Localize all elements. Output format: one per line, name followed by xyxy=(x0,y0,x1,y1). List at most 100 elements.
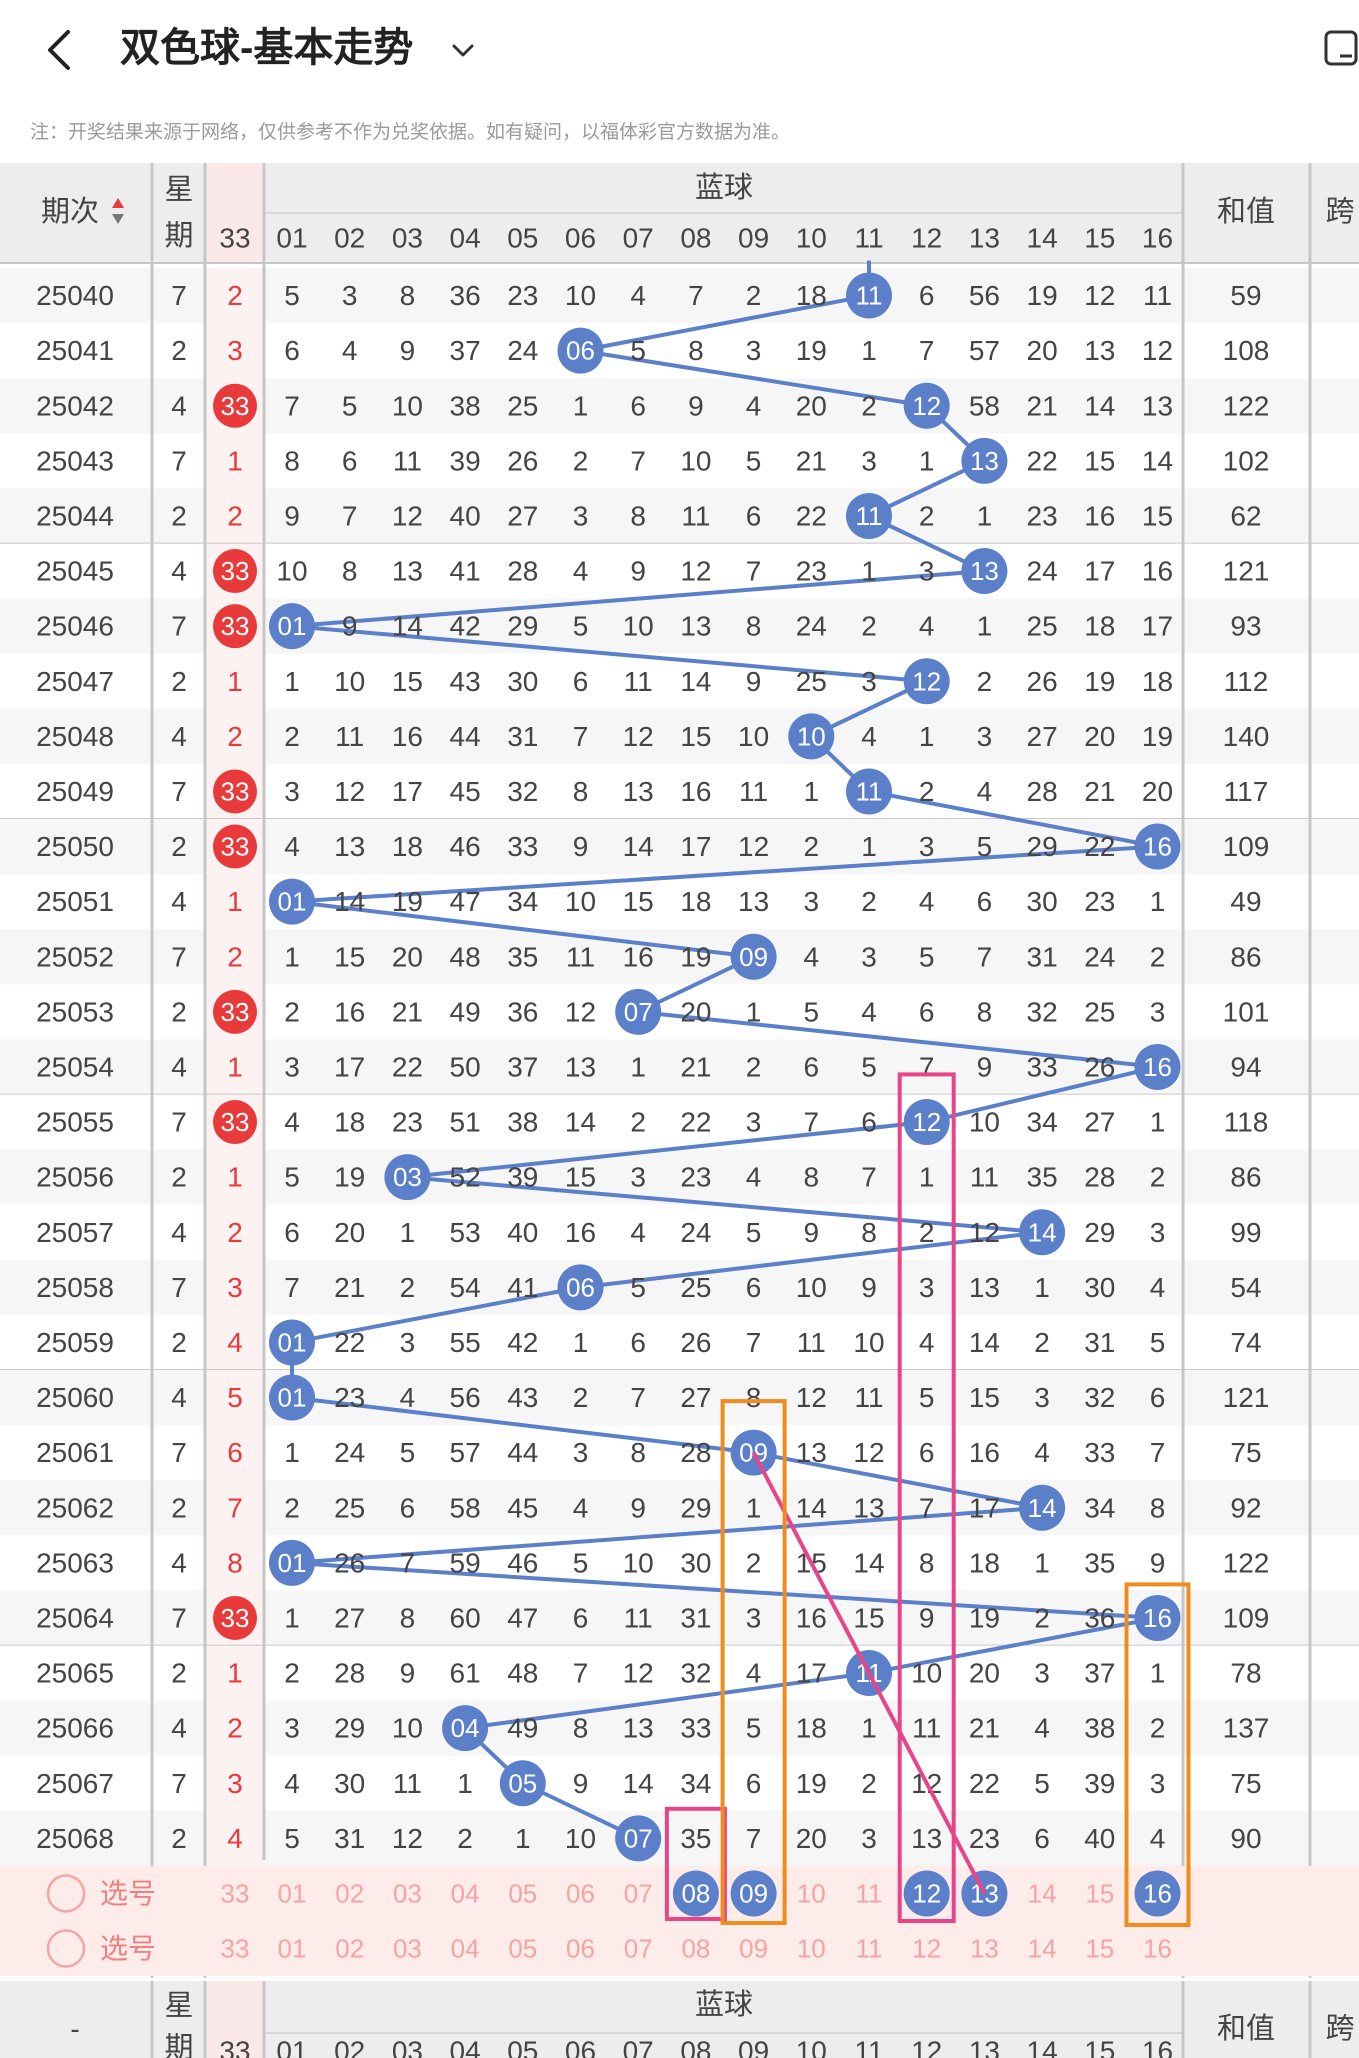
header-blue-12: 12 xyxy=(911,223,942,254)
sort-down-icon xyxy=(112,214,124,224)
header-blue-10: 10 xyxy=(796,223,827,254)
footer-blue-08: 08 xyxy=(680,2036,711,2058)
miss-value: 7 xyxy=(746,556,762,587)
miss-value: 1 xyxy=(630,1051,646,1082)
sum-value: 140 xyxy=(1223,721,1270,752)
week-cell: 2 xyxy=(171,666,187,697)
miss-value: 3 xyxy=(919,1272,935,1303)
miss-value: 33 xyxy=(1084,1437,1115,1468)
miss-value: 18 xyxy=(1142,666,1173,697)
miss-value: 7 xyxy=(977,941,993,972)
period-25043: 25043 xyxy=(36,445,114,476)
miss-value: 8 xyxy=(919,1547,935,1578)
miss-value: 26 xyxy=(1084,1051,1115,1082)
miss-value: 9 xyxy=(688,390,704,421)
miss-value: 23 xyxy=(392,1107,423,1138)
red-ball-33-value: 33 xyxy=(221,776,250,806)
period-25064: 25064 xyxy=(36,1602,114,1633)
miss-value: 10 xyxy=(276,556,307,587)
miss-value: 4 xyxy=(1150,1272,1166,1303)
blue-ball xyxy=(1019,1209,1066,1256)
miss-value: 26 xyxy=(507,445,538,476)
miss-value: 3 xyxy=(861,1823,877,1854)
header-33: 33 xyxy=(219,223,250,254)
miss-value: 12 xyxy=(1142,335,1173,366)
miss-value: 10 xyxy=(334,666,365,697)
footer-blue-15: 15 xyxy=(1084,2036,1115,2058)
select-33: 33 xyxy=(221,1934,250,1964)
blue-ball xyxy=(1134,1594,1181,1641)
miss-value: 11 xyxy=(624,1602,653,1633)
miss-value: 4 xyxy=(1150,1823,1166,1854)
sum-value: 118 xyxy=(1224,1107,1269,1138)
miss-value: 7 xyxy=(919,1492,935,1523)
sum-value: 109 xyxy=(1223,1602,1270,1633)
miss-value: 53 xyxy=(450,1217,481,1248)
select-blue-option: 04 xyxy=(451,1934,480,1964)
miss-value: 2 xyxy=(284,996,300,1027)
miss-value: 11 xyxy=(624,666,653,697)
toolbar-icon[interactable] xyxy=(1322,26,1359,70)
week-cell: 7 xyxy=(171,611,187,642)
sum-value: 112 xyxy=(1224,666,1269,697)
week-cell: 2 xyxy=(171,1658,187,1689)
blue-ball xyxy=(442,1705,489,1752)
miss-value: 13 xyxy=(334,831,365,862)
red-ball-33-value: 33 xyxy=(221,997,250,1027)
blue-ball xyxy=(961,437,1008,484)
miss-value: 3 xyxy=(746,335,762,366)
miss-value: 10 xyxy=(853,1327,884,1358)
blue-ball xyxy=(846,272,892,319)
sort-up-icon xyxy=(112,198,124,208)
header-blue-11: 11 xyxy=(854,223,883,254)
miss-value: 56 xyxy=(450,1382,481,1413)
blue-ball xyxy=(499,1760,546,1807)
chevron-down-icon[interactable] xyxy=(448,30,478,70)
col33-cell-bg xyxy=(205,1645,265,1701)
miss-value: 18 xyxy=(796,280,827,311)
back-arrow-icon[interactable] xyxy=(40,22,80,78)
miss-value: 4 xyxy=(284,1107,300,1138)
blue-ball xyxy=(903,1099,950,1146)
miss-value: 2 xyxy=(1150,941,1166,972)
period-25061: 25061 xyxy=(36,1437,114,1468)
blue-ball-value: 07 xyxy=(624,1823,653,1853)
miss-value: 4 xyxy=(977,776,993,807)
miss-value: 11 xyxy=(335,721,364,752)
miss-value: 12 xyxy=(796,1382,827,1413)
period-25049: 25049 xyxy=(36,776,114,807)
miss-value: 3 xyxy=(1034,1658,1050,1689)
miss-value: 10 xyxy=(565,280,596,311)
miss-value: 1 xyxy=(746,996,762,1027)
col33-cell-bg xyxy=(205,1259,265,1315)
miss-value: 33 xyxy=(680,1713,711,1744)
week-cell: 2 xyxy=(171,996,187,1027)
miss-value: 25 xyxy=(796,666,827,697)
col33-cell-bg xyxy=(205,1755,265,1811)
select-radio-icon xyxy=(46,1929,86,1968)
miss-value: 8 xyxy=(400,1602,416,1633)
miss-value: 1 xyxy=(573,390,589,421)
miss-value: 47 xyxy=(450,886,481,917)
miss-value: 1 xyxy=(861,556,877,587)
miss-value: 14 xyxy=(565,1107,596,1138)
miss-value: 4 xyxy=(746,1658,762,1689)
period-25063: 25063 xyxy=(36,1547,114,1578)
miss-value: 8 xyxy=(342,556,358,587)
select-blue-option: 07 xyxy=(624,1878,653,1908)
miss-33-value: 1 xyxy=(227,666,243,697)
miss-value: 13 xyxy=(623,776,654,807)
miss-value: 2 xyxy=(573,1382,589,1413)
miss-value: 11 xyxy=(566,941,595,972)
period-25068: 25068 xyxy=(36,1823,114,1854)
miss-value: 43 xyxy=(507,1382,538,1413)
red-ball-33 xyxy=(213,769,257,814)
miss-value: 4 xyxy=(573,1492,589,1523)
miss-value: 33 xyxy=(507,831,538,862)
miss-value: 43 xyxy=(450,666,481,697)
miss-value: 20 xyxy=(392,941,423,972)
red-ball-33 xyxy=(213,1595,257,1640)
header-blue-06: 06 xyxy=(565,223,596,254)
miss-value: 11 xyxy=(739,776,768,807)
period-25067: 25067 xyxy=(36,1768,114,1799)
